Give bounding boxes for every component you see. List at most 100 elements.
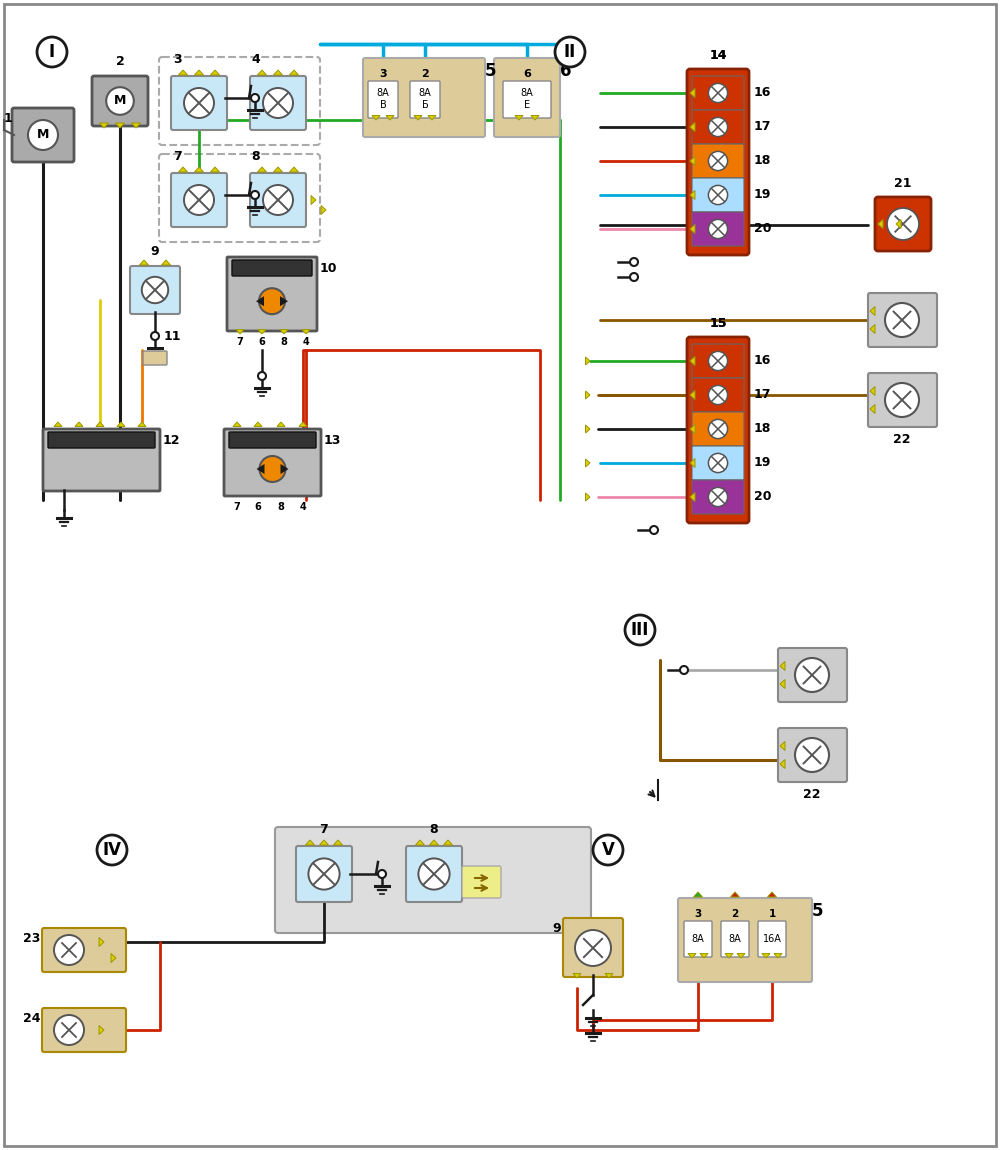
FancyBboxPatch shape bbox=[250, 172, 306, 227]
Text: 3: 3 bbox=[173, 53, 181, 66]
Circle shape bbox=[650, 526, 658, 534]
Text: 12: 12 bbox=[163, 434, 180, 447]
FancyBboxPatch shape bbox=[171, 76, 227, 130]
Circle shape bbox=[251, 94, 259, 102]
FancyBboxPatch shape bbox=[494, 58, 560, 137]
Polygon shape bbox=[690, 424, 695, 434]
Polygon shape bbox=[430, 840, 438, 845]
Text: 7: 7 bbox=[320, 823, 328, 836]
Polygon shape bbox=[54, 422, 62, 427]
Circle shape bbox=[795, 658, 829, 692]
Polygon shape bbox=[780, 661, 785, 670]
FancyBboxPatch shape bbox=[42, 928, 126, 972]
Polygon shape bbox=[414, 115, 422, 120]
Circle shape bbox=[308, 858, 340, 890]
Circle shape bbox=[708, 453, 728, 473]
Polygon shape bbox=[762, 953, 770, 958]
Polygon shape bbox=[258, 70, 266, 75]
Text: 6: 6 bbox=[560, 62, 572, 81]
FancyBboxPatch shape bbox=[692, 110, 744, 144]
Polygon shape bbox=[138, 422, 146, 427]
Polygon shape bbox=[774, 953, 782, 958]
FancyBboxPatch shape bbox=[410, 81, 440, 118]
Text: 4: 4 bbox=[300, 503, 306, 512]
Polygon shape bbox=[311, 196, 316, 205]
Text: 1: 1 bbox=[3, 112, 12, 125]
Circle shape bbox=[795, 738, 829, 772]
FancyBboxPatch shape bbox=[42, 1009, 126, 1052]
Polygon shape bbox=[256, 297, 264, 306]
Polygon shape bbox=[870, 386, 875, 396]
Text: 8A: 8A bbox=[692, 934, 704, 944]
Text: 2: 2 bbox=[421, 69, 429, 79]
FancyBboxPatch shape bbox=[692, 446, 744, 480]
Text: 16: 16 bbox=[754, 354, 771, 368]
FancyBboxPatch shape bbox=[503, 81, 551, 118]
FancyBboxPatch shape bbox=[758, 921, 786, 957]
FancyBboxPatch shape bbox=[692, 144, 744, 178]
FancyBboxPatch shape bbox=[692, 212, 744, 246]
FancyBboxPatch shape bbox=[296, 846, 352, 902]
Circle shape bbox=[263, 89, 293, 118]
Text: V: V bbox=[602, 841, 614, 859]
FancyBboxPatch shape bbox=[875, 197, 931, 251]
Polygon shape bbox=[870, 307, 875, 315]
Text: 24: 24 bbox=[22, 1012, 40, 1025]
Polygon shape bbox=[688, 953, 696, 958]
FancyBboxPatch shape bbox=[229, 432, 316, 448]
Polygon shape bbox=[277, 422, 285, 427]
Text: 18: 18 bbox=[754, 154, 771, 168]
Circle shape bbox=[625, 615, 655, 645]
Text: 11: 11 bbox=[164, 330, 182, 343]
Polygon shape bbox=[117, 422, 125, 427]
Text: 16: 16 bbox=[754, 86, 771, 100]
Text: 7: 7 bbox=[237, 337, 243, 347]
Circle shape bbox=[708, 220, 728, 238]
Circle shape bbox=[378, 871, 386, 877]
Polygon shape bbox=[586, 426, 590, 434]
Text: 22: 22 bbox=[803, 788, 821, 802]
Polygon shape bbox=[111, 953, 116, 963]
Text: 13: 13 bbox=[324, 434, 341, 447]
Text: 6: 6 bbox=[259, 337, 265, 347]
Circle shape bbox=[106, 87, 134, 115]
FancyBboxPatch shape bbox=[227, 256, 317, 331]
Circle shape bbox=[708, 352, 728, 370]
Circle shape bbox=[37, 37, 67, 67]
FancyBboxPatch shape bbox=[171, 172, 227, 227]
Polygon shape bbox=[99, 937, 104, 946]
FancyBboxPatch shape bbox=[224, 429, 321, 496]
Text: 20: 20 bbox=[754, 222, 772, 236]
FancyBboxPatch shape bbox=[868, 373, 937, 427]
Circle shape bbox=[54, 1015, 84, 1045]
FancyBboxPatch shape bbox=[692, 178, 744, 212]
Circle shape bbox=[251, 191, 259, 199]
Circle shape bbox=[680, 666, 688, 674]
Polygon shape bbox=[274, 167, 283, 172]
FancyBboxPatch shape bbox=[368, 81, 398, 118]
Text: 23: 23 bbox=[23, 932, 40, 945]
Polygon shape bbox=[302, 330, 310, 333]
Text: 4: 4 bbox=[252, 53, 260, 66]
Text: 18: 18 bbox=[754, 422, 771, 436]
Polygon shape bbox=[132, 123, 140, 128]
Polygon shape bbox=[254, 422, 262, 427]
Polygon shape bbox=[573, 974, 581, 978]
Polygon shape bbox=[299, 422, 307, 427]
Polygon shape bbox=[372, 115, 380, 120]
Circle shape bbox=[708, 420, 728, 438]
Polygon shape bbox=[737, 953, 745, 958]
Circle shape bbox=[28, 120, 58, 150]
Polygon shape bbox=[194, 167, 204, 172]
Polygon shape bbox=[515, 115, 523, 120]
Text: 7: 7 bbox=[173, 150, 181, 163]
Polygon shape bbox=[280, 463, 288, 474]
Polygon shape bbox=[870, 405, 875, 414]
Polygon shape bbox=[162, 260, 170, 265]
Polygon shape bbox=[690, 156, 695, 166]
Text: 17: 17 bbox=[754, 121, 772, 133]
Text: 2: 2 bbox=[731, 908, 739, 919]
Text: 3: 3 bbox=[694, 908, 702, 919]
Text: 17: 17 bbox=[754, 389, 772, 401]
Polygon shape bbox=[233, 422, 241, 427]
